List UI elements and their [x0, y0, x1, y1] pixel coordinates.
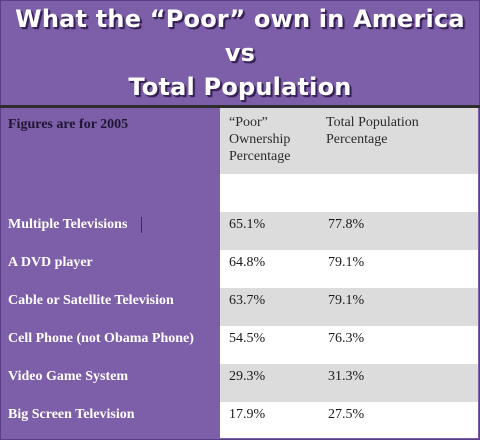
row-band-3	[220, 288, 478, 326]
column-header-total-line-1: Total Population	[326, 115, 419, 130]
poor-percentage-cell: 54.5%	[229, 331, 266, 346]
chart-title-line-1: What the “Poor” own in America vs	[15, 4, 465, 67]
chart-title-line-2: Total Population	[128, 72, 352, 101]
row-band-1	[220, 212, 478, 250]
column-header-poor: “Poor” Ownership Percentage	[229, 114, 290, 165]
column-header-total-line-2: Percentage	[326, 132, 388, 147]
poor-percentage-cell: 64.8%	[229, 255, 266, 270]
poor-percentage-cell: 17.9%	[229, 407, 266, 422]
row-labels-column	[2, 108, 220, 438]
row-label: A DVD player	[8, 255, 93, 270]
figures-note: Figures are for 2005	[8, 117, 129, 132]
total-percentage-cell: 31.3%	[328, 369, 365, 384]
row-label: Cable or Satellite Television	[8, 293, 174, 308]
column-header-poor-line-1: “Poor”	[229, 115, 268, 130]
poor-percentage-cell: 63.7%	[229, 293, 266, 308]
column-header-poor-line-2: Ownership	[229, 132, 291, 147]
total-percentage-cell: 76.3%	[328, 331, 365, 346]
total-percentage-cell: 77.8%	[328, 217, 365, 232]
column-header-total: Total Population Percentage	[326, 114, 419, 148]
row-label: Multiple Televisions	[8, 217, 128, 232]
row-label: Big Screen Television	[8, 407, 135, 422]
title-divider	[0, 105, 480, 108]
row-label: Video Game System	[8, 369, 129, 384]
chart-title: What the “Poor” own in America vs Total …	[0, 0, 480, 105]
row-label: Cell Phone (not Obama Phone)	[8, 331, 194, 346]
total-percentage-cell: 79.1%	[328, 255, 365, 270]
header-band	[220, 108, 478, 174]
total-percentage-cell: 27.5%	[328, 407, 365, 422]
total-percentage-cell: 79.1%	[328, 293, 365, 308]
column-header-poor-line-3: Percentage	[229, 149, 291, 164]
poor-percentage-cell: 65.1%	[229, 217, 266, 232]
row-band-5	[220, 364, 478, 402]
poor-percentage-cell: 29.3%	[229, 369, 266, 384]
text-caret	[141, 217, 142, 233]
